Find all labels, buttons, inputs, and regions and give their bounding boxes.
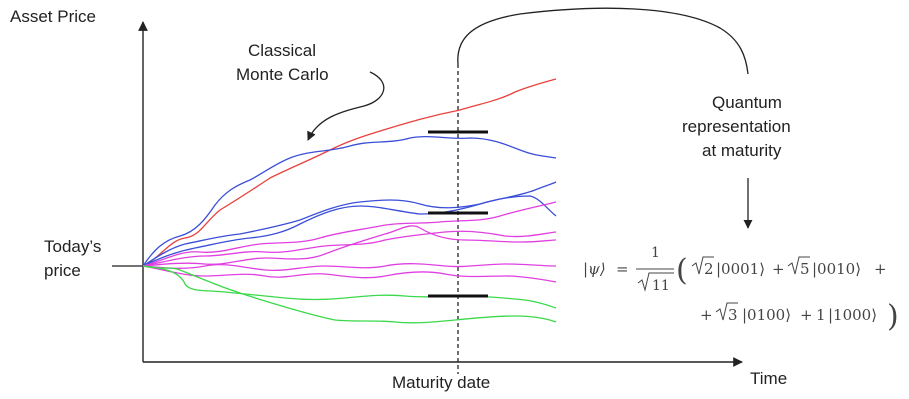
formula-sqrt-2: [691, 256, 714, 275]
path-magenta-1: [142, 201, 557, 267]
quantum-connector-arc: [457, 7, 749, 75]
formula-frac-numerator: 1: [651, 245, 660, 261]
today-price-label-1: Today’s: [44, 237, 101, 256]
path-green-2: [142, 265, 557, 324]
formula-ket-1000: |1000⟩: [828, 306, 877, 324]
path-green-1: [142, 265, 557, 309]
formula-sqrt-11: [637, 272, 674, 292]
path-blue-3: [142, 195, 557, 267]
formula-plus-1: +: [772, 260, 785, 278]
formula-plus-3: +: [700, 306, 713, 324]
formula-sqrt5-value: 5: [800, 260, 810, 278]
quantum-state-formula: |ψ⟩ = 1 11 ( 2 |0001⟩ + 5 |0010⟩ + + 3 |…: [583, 245, 899, 334]
formula-ket-0010: |0010⟩: [812, 260, 861, 278]
formula-ket-0001: |0001⟩: [716, 260, 765, 278]
classical-arrow: [307, 71, 385, 141]
x-axis-label: Time: [750, 369, 787, 388]
path-blue-1: [142, 135, 557, 267]
classical-label-1: Classical: [248, 41, 316, 60]
simulated-paths: [142, 78, 557, 324]
formula-paren-open: (: [676, 253, 688, 288]
path-magenta-5: [142, 265, 557, 283]
formula-one: 1: [816, 306, 826, 324]
formula-ket-0100: |0100⟩: [742, 306, 791, 324]
classical-label-2: Monte Carlo: [236, 65, 329, 84]
formula-frac-denominator: 11: [652, 278, 670, 294]
formula-equals: =: [616, 260, 629, 278]
path-blue-2: [142, 181, 557, 267]
formula-sqrt3-value: 3: [728, 306, 738, 324]
path-magenta-2: [142, 230, 557, 267]
quantum-label-2: representation: [682, 117, 791, 136]
path-red: [142, 78, 557, 267]
formula-plus-2: +: [874, 260, 887, 278]
formula-psi: |ψ⟩: [583, 260, 606, 278]
formula-plus-4: +: [800, 306, 813, 324]
today-price-label-2: price: [44, 261, 81, 280]
quantum-label-3: at maturity: [702, 141, 782, 160]
formula-paren-close: ): [887, 299, 899, 334]
y-axis-label: Asset Price: [10, 7, 96, 26]
formula-sqrt2-value: 2: [704, 260, 714, 278]
path-magenta-4: [142, 263, 557, 272]
formula-sqrt-3: [715, 302, 738, 321]
maturity-date-label: Maturity date: [392, 373, 490, 392]
formula-sqrt-5: [787, 256, 810, 275]
path-magenta-3: [142, 225, 557, 267]
quantum-label-1: Quantum: [712, 93, 782, 112]
